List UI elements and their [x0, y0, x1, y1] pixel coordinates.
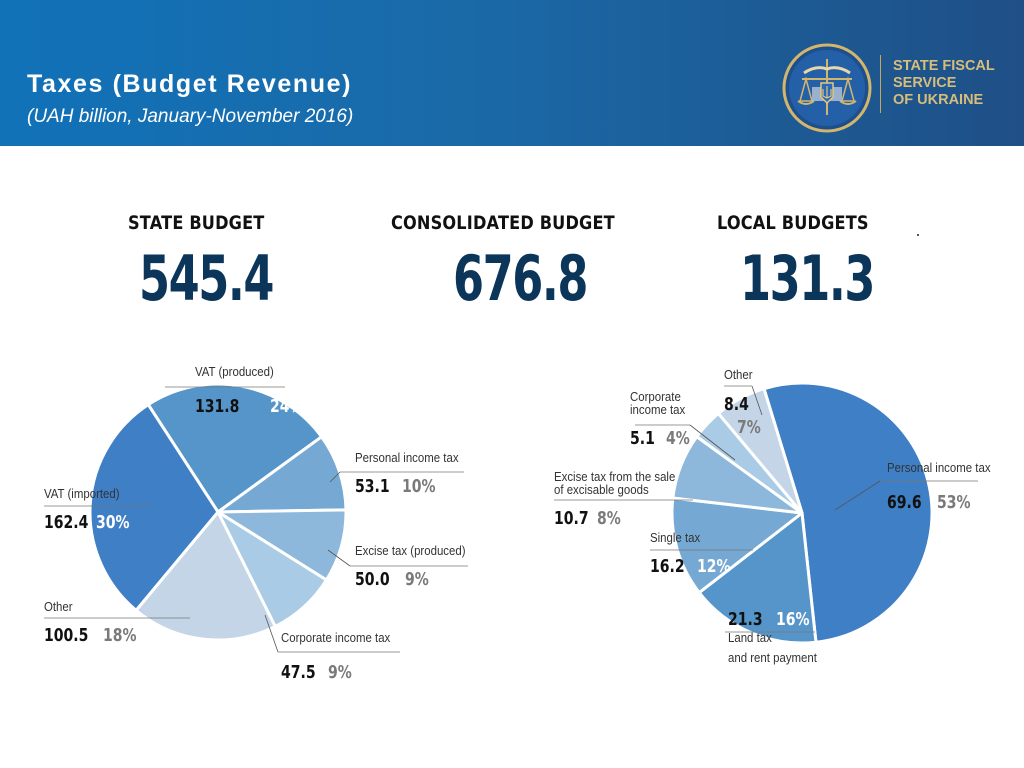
page-title: Taxes (Budget Revenue) [27, 70, 353, 98]
slice-label-name: Excise tax from the sale [554, 469, 676, 484]
slice-label-name: Corporate [630, 389, 681, 404]
slice-label-value: 5.1 [630, 427, 655, 448]
pie-slice [88, 403, 220, 612]
leader-line [689, 424, 736, 461]
kpi-value-consolidated-budget: 676.8 [453, 242, 588, 315]
leader-line [329, 471, 341, 483]
pie-slice [716, 387, 804, 515]
slice-label-value: 100.5 [44, 624, 88, 645]
slice-label-percent: 10% [402, 475, 436, 496]
slice-label-value: 50.0 [355, 568, 390, 589]
decorative-dot [917, 234, 919, 236]
slice-label-name: Personal income tax [355, 450, 459, 465]
slice-label-name: Other [44, 599, 73, 614]
slice-label-name: Corporate income tax [281, 630, 390, 645]
logo-text-line: OF UKRAINE [893, 92, 984, 108]
leader-line [834, 480, 881, 511]
slice-label-value: 162.4 [44, 511, 88, 532]
slice-label-name: and rent payment [728, 650, 818, 665]
slice-label-value: 10.7 [554, 507, 589, 528]
slice-label-value: 47.5 [281, 661, 316, 682]
slice-label-name: Excise tax (produced) [355, 543, 466, 558]
pie-slice [670, 496, 804, 595]
slice-label-name: VAT (imported) [44, 486, 120, 501]
slice-label-value: 8.4 [724, 393, 749, 414]
slice-label-name: Single tax [650, 530, 700, 545]
pie-slice [762, 381, 934, 644]
leader-line [327, 549, 351, 567]
slice-label-name: of excisable goods [554, 482, 649, 497]
slice-label-name: Personal income tax [887, 460, 991, 475]
slice-label-percent: 9% [405, 568, 429, 589]
slice-label-value: 69.6 [887, 491, 922, 512]
slice-label-percent: 8% [597, 507, 621, 528]
logo-text: STATE FISCAL SERVICE OF UKRAINE [893, 58, 995, 109]
slice-label-value: 53.1 [355, 475, 390, 496]
page-subtitle: (UAH billion, January-November 2016) [27, 106, 354, 127]
slice-label-percent: 9% [328, 661, 352, 682]
leader-line [264, 614, 279, 653]
slice-label-name: income tax [630, 402, 685, 417]
slice-label-percent: 16% [776, 608, 810, 629]
slice-label-percent: 18% [103, 624, 137, 645]
header-banner: Taxes (Budget Revenue) (UAH billion, Jan… [0, 0, 1024, 146]
slice-label-name: VAT (produced) [195, 364, 274, 379]
logo-divider [880, 55, 881, 113]
kpi-label-local-budgets: LOCAL BUDGETS [717, 212, 869, 234]
pie-slice [146, 382, 324, 514]
kpi-label-consolidated-budget: CONSOLIDATED BUDGET [391, 212, 615, 234]
kpi-label-state-budget: STATE BUDGET [128, 212, 265, 234]
kpi-value-local-budgets: 131.3 [740, 242, 875, 315]
slice-label-percent: 7% [737, 416, 761, 437]
slice-label-percent: 24% [270, 395, 304, 416]
slice-label-name: Other [724, 367, 753, 382]
slice-label-percent: 30% [96, 511, 130, 532]
slice-label-percent: 53% [937, 491, 971, 512]
slice-label-value: 131.8 [195, 395, 239, 416]
pie-slice [216, 435, 348, 514]
slice-label-name: Land tax [728, 630, 772, 645]
slice-label-percent: 12% [697, 555, 731, 576]
slice-label-value: 16.2 [650, 555, 685, 576]
pie-slice [697, 511, 818, 645]
slice-label-percent: 4% [666, 427, 690, 448]
state-fiscal-service-emblem-icon [782, 43, 872, 133]
kpi-value-state-budget: 545.4 [139, 242, 274, 315]
leader-line [751, 385, 763, 416]
logo-text-line: SERVICE [893, 75, 957, 91]
slice-label-value: 21.3 [728, 608, 763, 629]
logo-text-line: STATE FISCAL [893, 58, 995, 74]
